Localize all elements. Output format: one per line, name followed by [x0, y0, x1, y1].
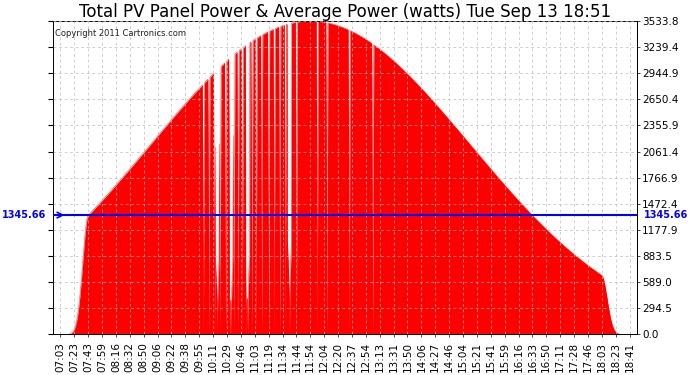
Text: 1345.66: 1345.66 [644, 210, 688, 220]
Text: Copyright 2011 Cartronics.com: Copyright 2011 Cartronics.com [55, 29, 186, 38]
Title: Total PV Panel Power & Average Power (watts) Tue Sep 13 18:51: Total PV Panel Power & Average Power (wa… [79, 3, 611, 21]
Text: 1345.66: 1345.66 [2, 210, 46, 220]
